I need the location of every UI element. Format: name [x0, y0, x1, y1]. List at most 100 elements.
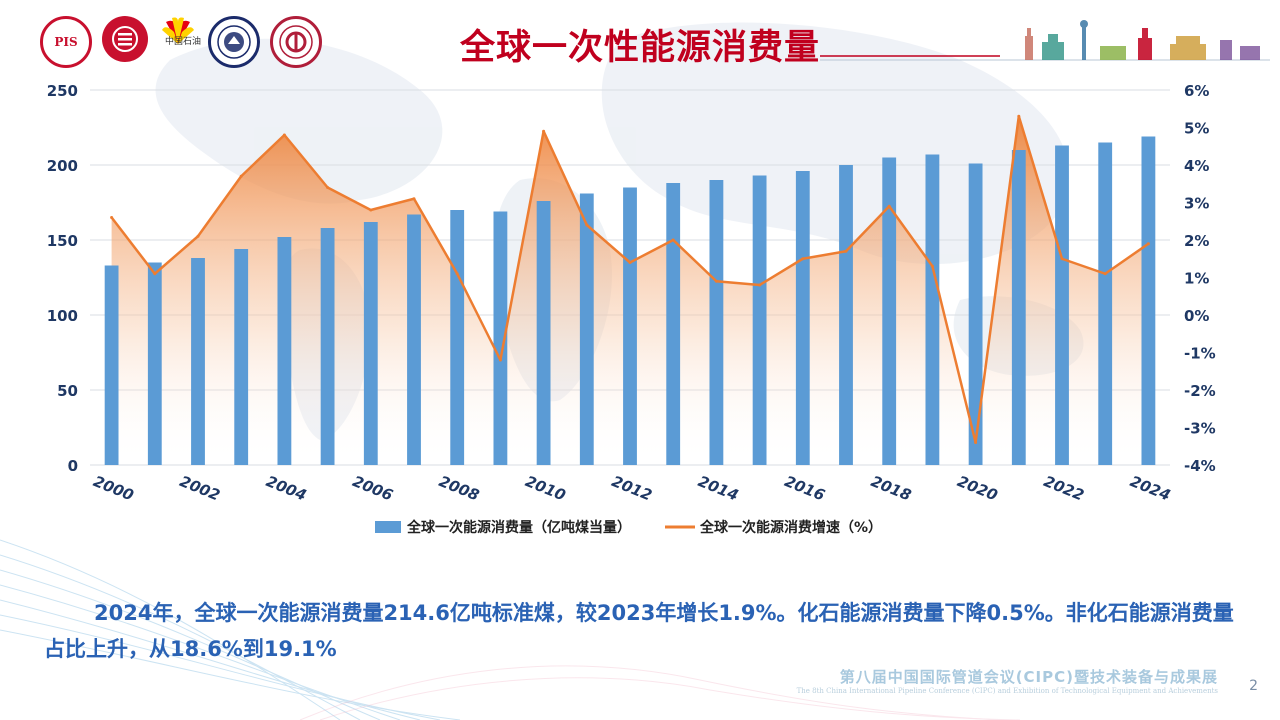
y-right-tick-label: -4%	[1184, 457, 1216, 475]
growth-point	[369, 208, 373, 212]
cnpc-logo-caption: 中国石油	[164, 37, 201, 47]
y-right-tick-label: 3%	[1184, 195, 1209, 213]
y-right-tick-label: 5%	[1184, 120, 1209, 138]
conference-name-en: The 8th China International Pipeline Con…	[796, 687, 1218, 695]
growth-point	[455, 272, 459, 276]
growth-point	[1103, 272, 1107, 276]
consumption-bar	[536, 201, 551, 465]
consumption-bar	[666, 183, 681, 465]
y-right-tick-label: 6%	[1184, 82, 1209, 100]
x-tick-label: 2020	[955, 472, 1000, 504]
x-tick-label: 2012	[609, 472, 654, 504]
summary-text: 2024年，全球一次能源消费量214.6亿吨标准煤，较2023年增长1.9%。化…	[44, 601, 1234, 661]
consumption-bar	[623, 187, 637, 465]
growth-point	[542, 129, 546, 133]
legend-label-consumption: 全球一次能源消费量（亿吨煤当量）	[406, 519, 631, 536]
y-right-tick-label: -3%	[1184, 420, 1216, 438]
logo-bar: PIS 中国石油	[40, 16, 322, 68]
consumption-bar	[709, 180, 724, 465]
consumption-bars	[104, 136, 1156, 465]
x-tick-label: 2016	[782, 472, 827, 504]
consumption-bar	[320, 228, 335, 465]
cnpc-petal-icon	[162, 17, 194, 44]
growth-point	[326, 186, 330, 189]
pis-society-logo: PIS	[40, 16, 92, 68]
consumption-bar	[1141, 136, 1156, 465]
page-title: 全球一次性能源消费量	[459, 28, 820, 68]
page-number: 2	[1249, 678, 1258, 694]
x-tick-label: 2004	[264, 472, 309, 504]
growth-point	[671, 238, 675, 242]
growth-point	[153, 272, 157, 276]
x-tick-label: 2000	[91, 472, 136, 504]
city-skyline-illustration	[820, 20, 1270, 61]
consumption-bar	[752, 175, 767, 465]
legend-label-growth: 全球一次能源消费增速（%）	[699, 519, 882, 536]
x-tick-label: 2018	[868, 472, 913, 504]
institute-seal-icon	[279, 25, 313, 59]
growth-point	[758, 283, 762, 287]
growth-point	[1146, 242, 1150, 246]
chart-legend: 全球一次能源消费量（亿吨煤当量） 全球一次能源消费增速（%）	[375, 519, 882, 536]
y-left-tick-label: 100	[47, 307, 78, 325]
growth-point	[930, 264, 934, 268]
consumption-bar	[277, 237, 292, 465]
y-right-tick-label: 0%	[1184, 307, 1209, 325]
y-left-tick-label: 50	[57, 382, 78, 400]
growth-point	[196, 234, 200, 238]
consumption-bar	[579, 193, 594, 465]
growth-point	[1017, 114, 1021, 118]
growth-point	[412, 197, 416, 201]
growth-point	[844, 249, 848, 253]
x-tick-label: 2006	[350, 472, 395, 504]
pis-logo-text: PIS	[54, 35, 78, 49]
y-left-tick-label: 200	[47, 157, 78, 175]
consumption-bar	[450, 210, 465, 465]
x-tick-label: 2022	[1041, 472, 1086, 504]
legend-swatch-bar	[375, 521, 401, 533]
growth-point	[1060, 257, 1064, 261]
growth-line	[110, 114, 1150, 444]
university-seal-icon	[217, 25, 251, 59]
growth-point	[628, 261, 632, 264]
consumption-bar	[493, 211, 508, 465]
consumption-bar	[1011, 150, 1026, 465]
decorative-wave-lines	[0, 539, 1021, 720]
consumption-bar	[147, 262, 162, 465]
y-right-tick-label: 4%	[1184, 157, 1209, 175]
conference-name-cn: 第八届中国国际管道会议(CIPC)暨技术装备与成果展	[839, 668, 1218, 686]
consumption-bar	[1055, 145, 1069, 465]
growth-point	[974, 441, 978, 444]
cnpc-logo: 中国石油	[158, 16, 201, 56]
consumption-bar	[839, 165, 853, 465]
growth-point	[239, 174, 243, 178]
energy-consumption-chart: 250 200 150 100 50 0 6% 5% 4% 3% 2% 1% 0% -1% -2% -3% -4…	[47, 82, 1216, 536]
y-right-tick-label: -1%	[1184, 345, 1216, 363]
growth-point	[887, 204, 891, 208]
university-seal-logo	[208, 16, 260, 68]
consumption-bar	[925, 154, 940, 465]
consumption-bar	[1098, 142, 1113, 465]
consumption-bar	[882, 157, 897, 465]
y-right-tick-label: -2%	[1184, 382, 1216, 400]
growth-point	[498, 358, 502, 362]
conference-footer: 第八届中国国际管道会议(CIPC)暨技术装备与成果展 The 8th China…	[797, 666, 1218, 695]
consumption-bar	[104, 265, 119, 465]
e-emblem-logo	[102, 16, 148, 62]
growth-point	[585, 223, 589, 227]
x-tick-label: 2014	[696, 472, 741, 504]
consumption-bar	[234, 249, 249, 465]
consumption-bar	[795, 171, 810, 465]
consumption-bar	[363, 222, 378, 465]
growth-point	[714, 279, 718, 283]
e-emblem-icon	[112, 26, 138, 52]
institute-seal-logo	[270, 16, 322, 68]
growth-point	[110, 216, 114, 219]
growth-point	[801, 257, 805, 261]
y-left-tick-label: 150	[47, 232, 78, 250]
x-tick-label: 2010	[523, 472, 568, 504]
x-tick-label: 2008	[436, 472, 481, 504]
y-left-tick-label: 0	[68, 457, 78, 475]
consumption-bar	[407, 214, 421, 465]
x-tick-label: 2002	[177, 472, 222, 504]
